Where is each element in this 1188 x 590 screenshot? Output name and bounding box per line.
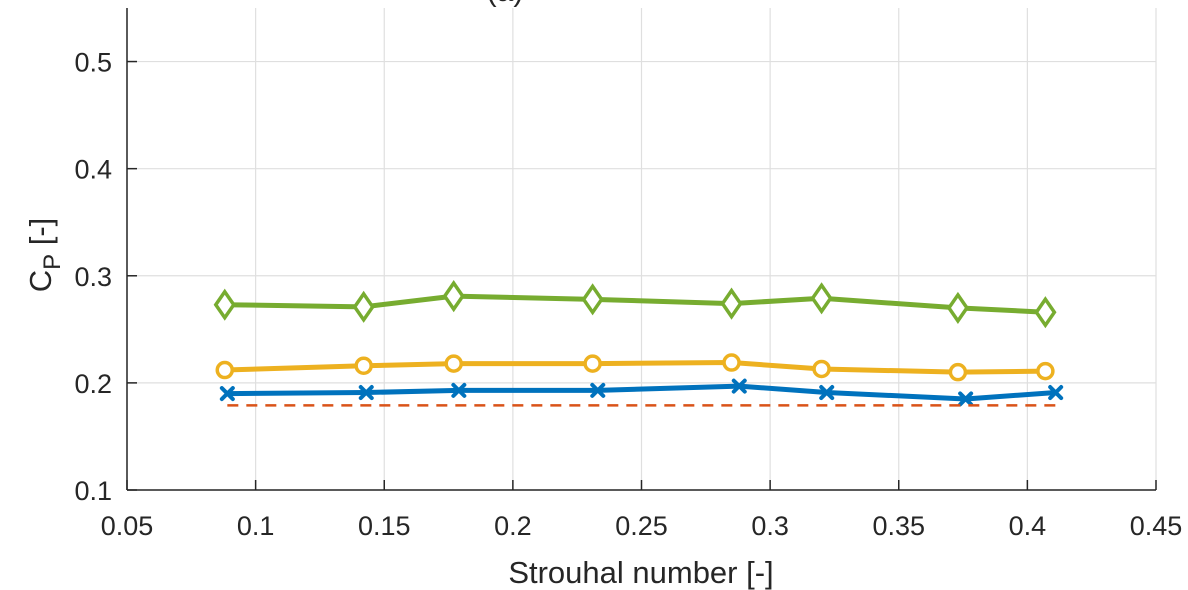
x-marker bbox=[358, 385, 374, 401]
diamond-marker bbox=[946, 291, 970, 324]
series-line bbox=[227, 383, 1056, 402]
diamond-marker bbox=[810, 282, 833, 315]
x-marker bbox=[958, 391, 974, 407]
x-axis-title: Strouhal number [-] bbox=[508, 555, 773, 590]
y-tick-label: 0.5 bbox=[74, 48, 112, 78]
x-tick-label: 0.1 bbox=[237, 511, 275, 541]
x-tick-label: 0.3 bbox=[751, 511, 789, 541]
x-marker bbox=[451, 382, 467, 398]
y-axis-title-suffix: [-] bbox=[23, 218, 58, 254]
x-tick-label: 0.4 bbox=[1009, 511, 1047, 541]
series-3 bbox=[215, 353, 1055, 382]
series-4 bbox=[213, 280, 1057, 329]
circle-marker bbox=[444, 354, 463, 373]
y-tick-label: 0.1 bbox=[74, 476, 112, 506]
y-tick-label: 0.2 bbox=[74, 369, 112, 399]
circle-marker bbox=[812, 359, 831, 379]
series-line bbox=[224, 360, 1046, 375]
diamond-marker bbox=[213, 288, 236, 321]
x-tick-label: 0.25 bbox=[615, 511, 668, 541]
diamond-marker bbox=[581, 283, 604, 316]
circle-marker bbox=[948, 362, 968, 382]
grid bbox=[126, 8, 1157, 491]
series-1 bbox=[219, 378, 1064, 407]
axes bbox=[126, 8, 1157, 491]
x-tick-label: 0.05 bbox=[101, 511, 154, 541]
x-marker bbox=[731, 378, 747, 394]
series-line bbox=[224, 293, 1046, 315]
diamond-marker bbox=[442, 280, 465, 313]
series-layer bbox=[213, 280, 1064, 407]
y-axis-title-main: C bbox=[23, 270, 58, 292]
tick-labels: 0.05 0.1 0.15 0.2 0.25 0.3 0.35 0.4 0.45 0.1 0.2 0.… bbox=[74, 48, 1182, 541]
diamond-marker bbox=[1034, 296, 1057, 329]
circle-marker bbox=[354, 356, 373, 376]
diamond-marker bbox=[352, 290, 375, 323]
circle-marker bbox=[215, 360, 235, 380]
y-tick-label: 0.4 bbox=[74, 155, 112, 185]
circle-marker bbox=[1036, 361, 1055, 381]
diamond-marker bbox=[720, 287, 743, 320]
x-marker bbox=[590, 382, 606, 398]
chart-title: (a) bbox=[487, 0, 524, 8]
x-tick-label: 0.15 bbox=[358, 511, 411, 541]
y-axis-title-subscript: P bbox=[39, 254, 66, 270]
x-tick-label: 0.35 bbox=[872, 511, 925, 541]
y-tick-label: 0.3 bbox=[74, 262, 112, 292]
circle-marker bbox=[722, 353, 741, 372]
circle-marker bbox=[583, 354, 602, 373]
x-marker bbox=[219, 386, 235, 402]
x-tick-label: 0.45 bbox=[1130, 511, 1183, 541]
x-marker bbox=[819, 385, 835, 401]
x-marker bbox=[1048, 385, 1064, 401]
y-axis-title: CP [-] bbox=[23, 218, 66, 293]
x-tick-label: 0.2 bbox=[494, 511, 532, 541]
